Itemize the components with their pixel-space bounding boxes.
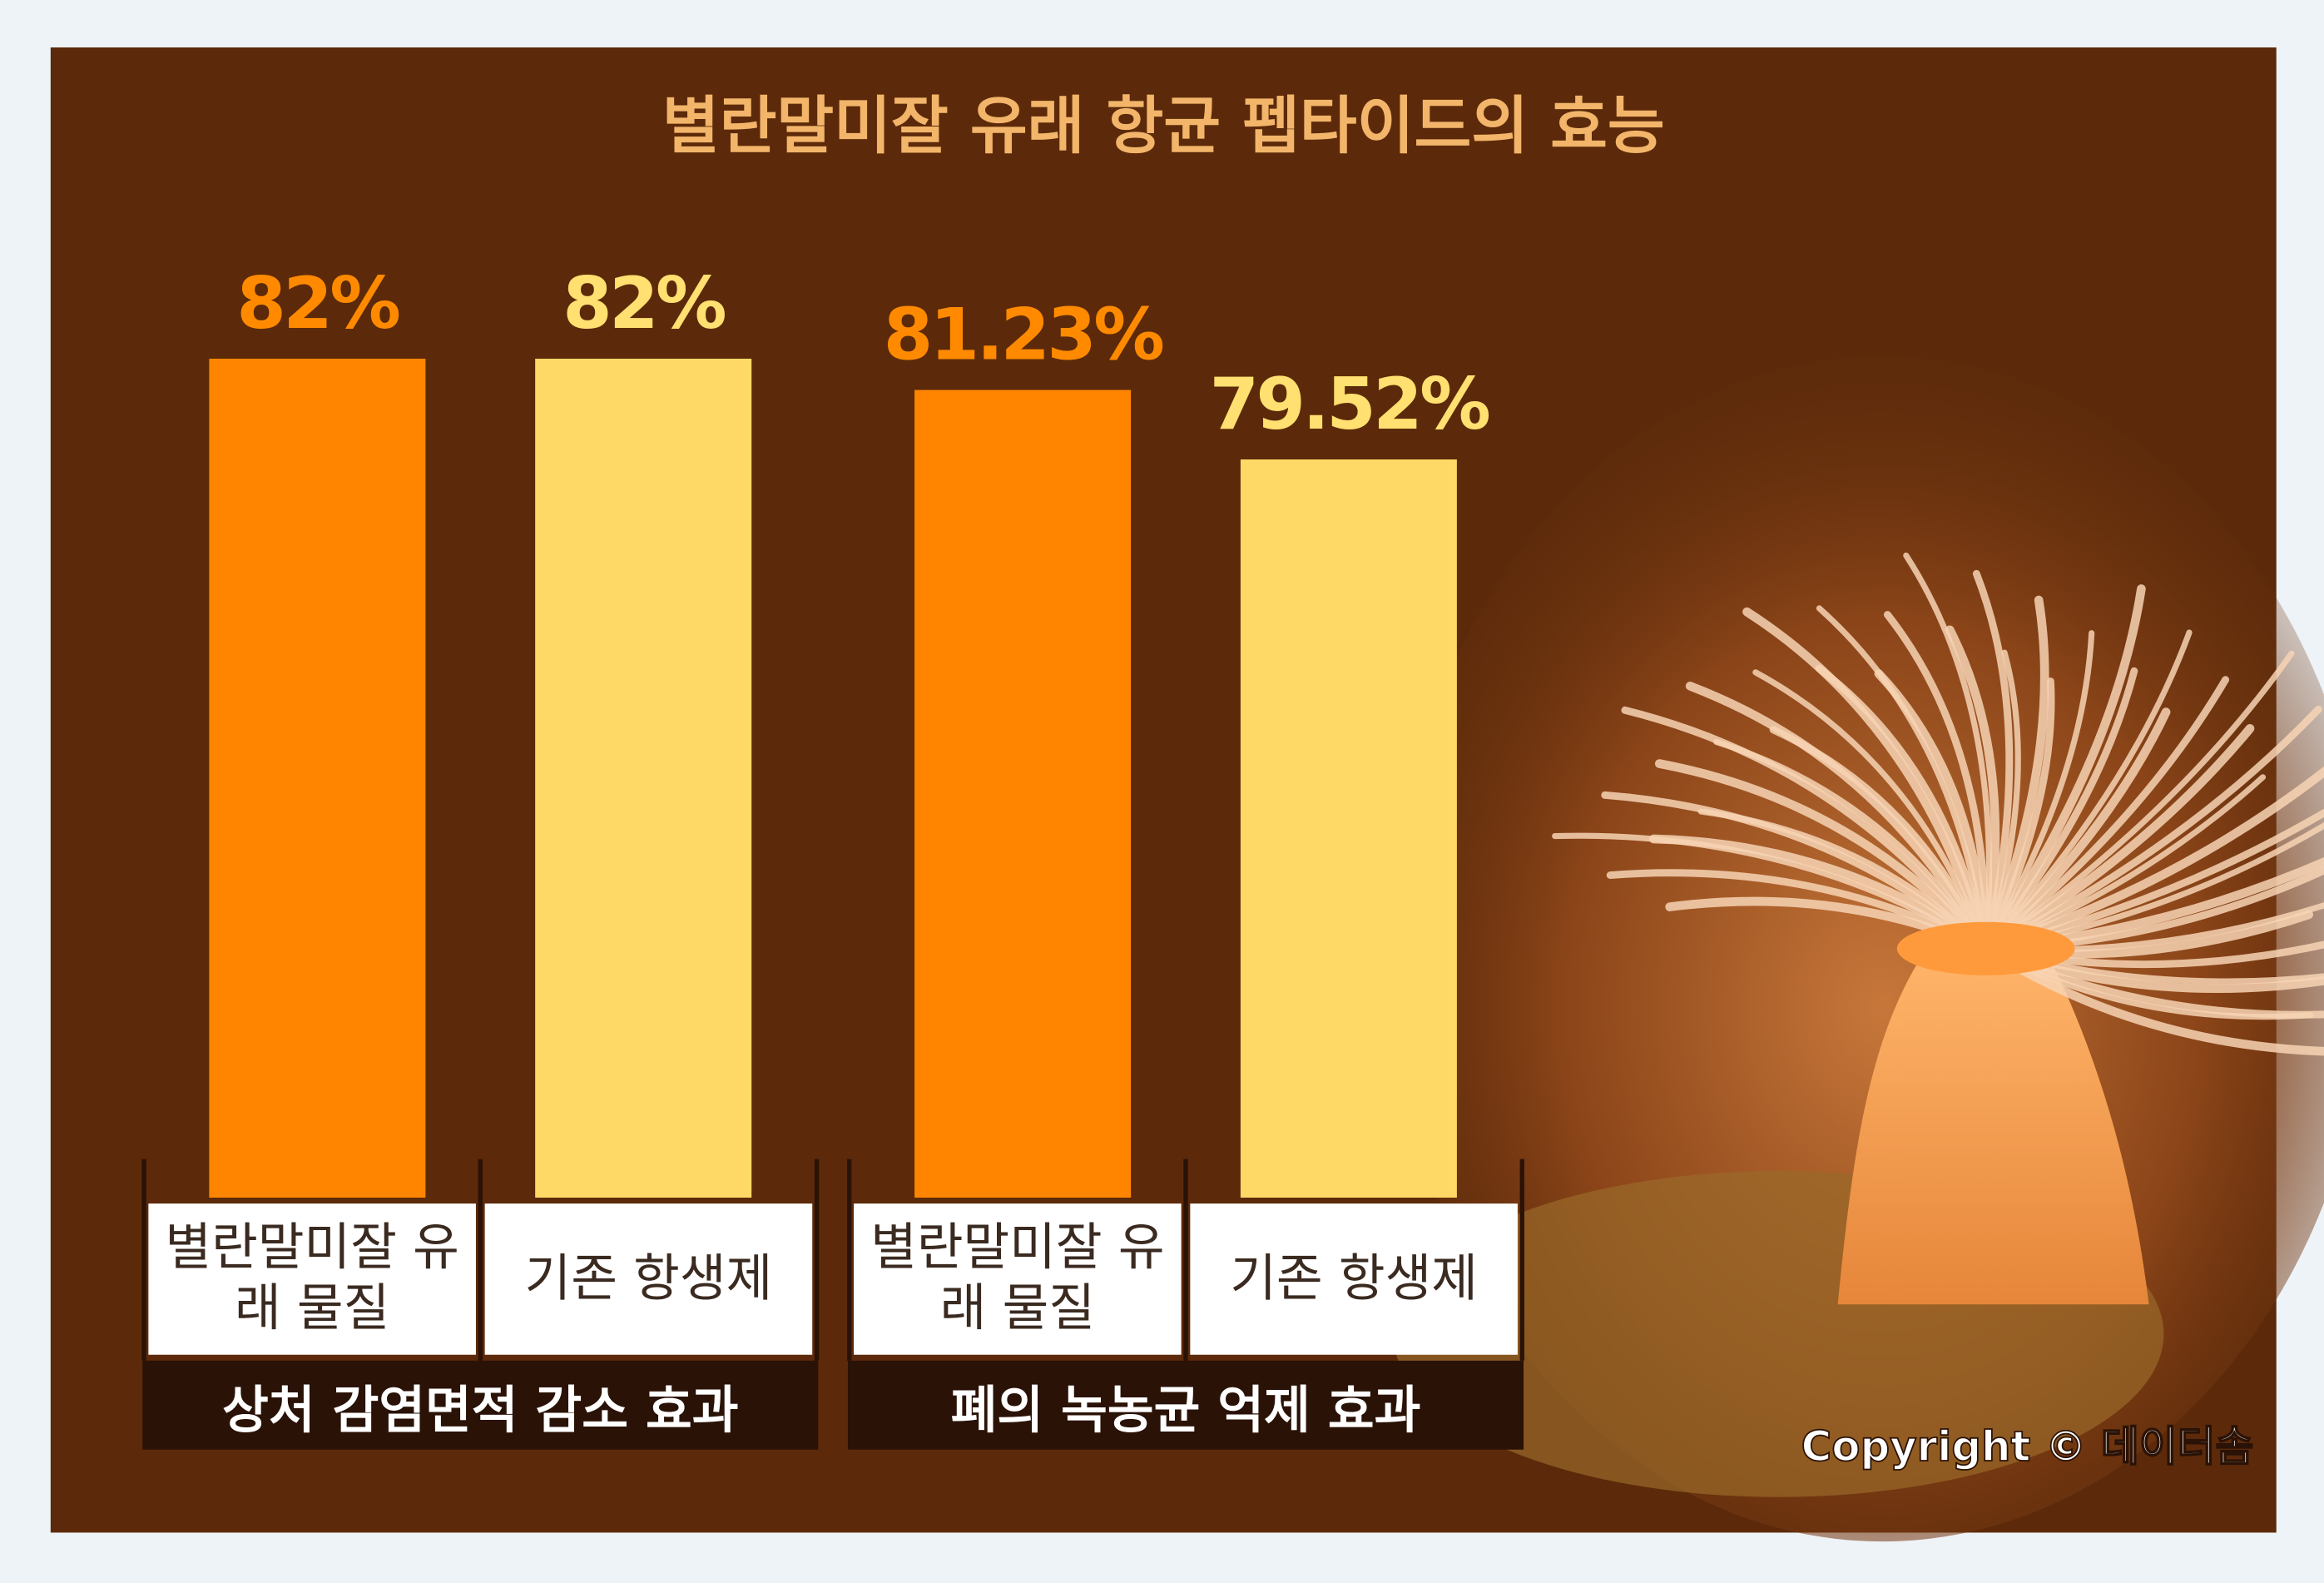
label-box bbox=[148, 1203, 476, 1355]
tentacle bbox=[1981, 723, 2255, 954]
tentacle bbox=[1981, 944, 2324, 1056]
tentacle bbox=[1982, 705, 2322, 953]
bar-label: 기존 항생제 bbox=[1230, 1248, 1479, 1308]
tentacle bbox=[1648, 834, 1991, 954]
tentacle bbox=[1601, 791, 1990, 953]
bar bbox=[535, 358, 752, 1198]
value-label: 79.52% bbox=[1210, 364, 1489, 446]
bar-label-box: 기존 항생제 bbox=[1230, 1248, 1479, 1308]
tentacle bbox=[1981, 595, 2049, 954]
bar bbox=[1240, 459, 1457, 1198]
label-box bbox=[854, 1203, 1182, 1355]
tentacle bbox=[1883, 611, 1990, 953]
tentacle bbox=[1982, 667, 2138, 953]
photo bbox=[1393, 355, 2324, 1541]
tentacle bbox=[1654, 759, 1991, 954]
bar bbox=[209, 358, 426, 1198]
tentacle bbox=[1945, 625, 2000, 954]
anemone-mouth bbox=[1896, 921, 2075, 975]
value-label: 82% bbox=[562, 263, 725, 345]
tentacle bbox=[1742, 607, 1991, 954]
value-label: 81.23% bbox=[884, 294, 1163, 376]
chart-title: 별란말미잘 유래 항균 펩타이드의 효능 bbox=[662, 90, 1665, 162]
group-label: 상처 감염면적 감소 효과 bbox=[222, 1380, 739, 1441]
label-box bbox=[484, 1203, 813, 1355]
bar-label-box: 기존 항생제 bbox=[524, 1248, 773, 1308]
anemone-stem bbox=[1837, 948, 2149, 1305]
tentacle bbox=[1815, 664, 1990, 953]
group-label: 폐의 녹농균 억제 효과 bbox=[950, 1380, 1421, 1441]
bar-label: 기존 항생제 bbox=[524, 1248, 773, 1308]
group-label-box: 상처 감염면적 감소 효과 bbox=[222, 1380, 739, 1441]
tentacle bbox=[1769, 726, 1990, 953]
tentacle bbox=[1982, 677, 2055, 953]
bar-label-box: 별란말미잘 유래 물질 bbox=[870, 1218, 1165, 1339]
tentacle bbox=[1972, 569, 2014, 953]
copyright: Copyright © 데이터솜 bbox=[1801, 1422, 2254, 1471]
tentacle bbox=[1982, 945, 2324, 1019]
tentacle bbox=[1621, 706, 1990, 953]
bar bbox=[914, 390, 1132, 1198]
group-label-box: 폐의 녹농균 억제 효과 bbox=[950, 1380, 1421, 1441]
tentacle bbox=[1982, 676, 2230, 953]
bar-label: 별란말미잘 유래 물질 bbox=[870, 1218, 1165, 1339]
group-band bbox=[142, 1360, 819, 1450]
label-box bbox=[1190, 1203, 1518, 1355]
value-label: 82% bbox=[236, 263, 399, 345]
bar-label: 별란말미잘 유래 물질 bbox=[165, 1218, 459, 1339]
bar-label-box: 별란말미잘 유래 물질 bbox=[165, 1218, 459, 1339]
tentacle bbox=[1981, 584, 2146, 954]
group-band bbox=[847, 1360, 1524, 1450]
